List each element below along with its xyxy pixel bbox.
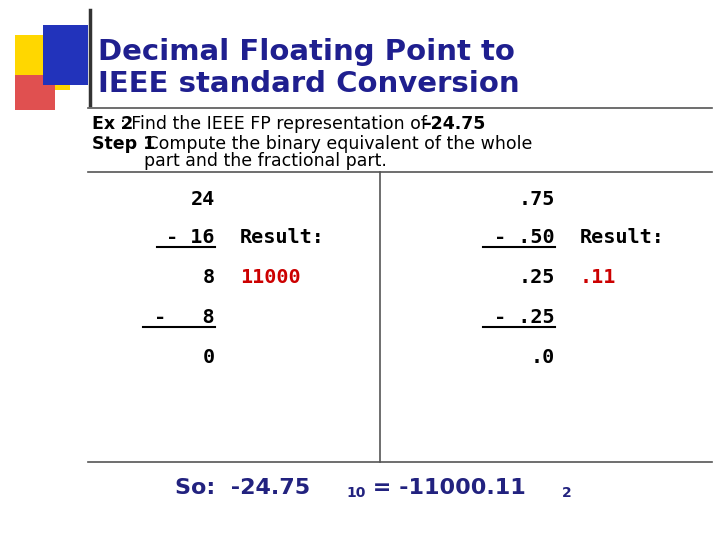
Text: - .25: - .25: [495, 308, 555, 327]
Text: .75: .75: [518, 190, 555, 209]
Text: -   8: - 8: [154, 308, 215, 327]
Text: 8: 8: [203, 268, 215, 287]
Text: = -11000.11: = -11000.11: [365, 478, 526, 498]
Text: 24: 24: [191, 190, 215, 209]
Bar: [15, 35, 70, 90]
Bar: [43, 25, 88, 85]
Text: .25: .25: [518, 268, 555, 287]
Text: - .50: - .50: [495, 228, 555, 247]
Text: 0: 0: [203, 348, 215, 367]
Text: Decimal Floating Point to: Decimal Floating Point to: [98, 38, 515, 66]
Text: So:  -24.75: So: -24.75: [175, 478, 310, 498]
Bar: [15, 75, 55, 110]
Text: IEEE standard Conversion: IEEE standard Conversion: [98, 70, 520, 98]
Text: 10: 10: [346, 486, 365, 500]
Text: 2: 2: [562, 486, 572, 500]
Text: Step 1: Step 1: [92, 135, 156, 153]
Text: –24.75: –24.75: [422, 115, 485, 133]
Text: 11000: 11000: [240, 268, 301, 287]
Text: Result:: Result:: [580, 228, 665, 247]
Text: .0: .0: [531, 348, 555, 367]
Text: .11: .11: [580, 268, 616, 287]
Text: Ex 2: Ex 2: [92, 115, 133, 133]
Text: .  Compute the binary equivalent of the whole: . Compute the binary equivalent of the w…: [130, 135, 532, 153]
Text: - 16: - 16: [166, 228, 215, 247]
Text: : Find the IEEE FP representation of: : Find the IEEE FP representation of: [120, 115, 427, 133]
Text: Result:: Result:: [240, 228, 325, 247]
Text: part and the fractional part.: part and the fractional part.: [144, 152, 387, 170]
